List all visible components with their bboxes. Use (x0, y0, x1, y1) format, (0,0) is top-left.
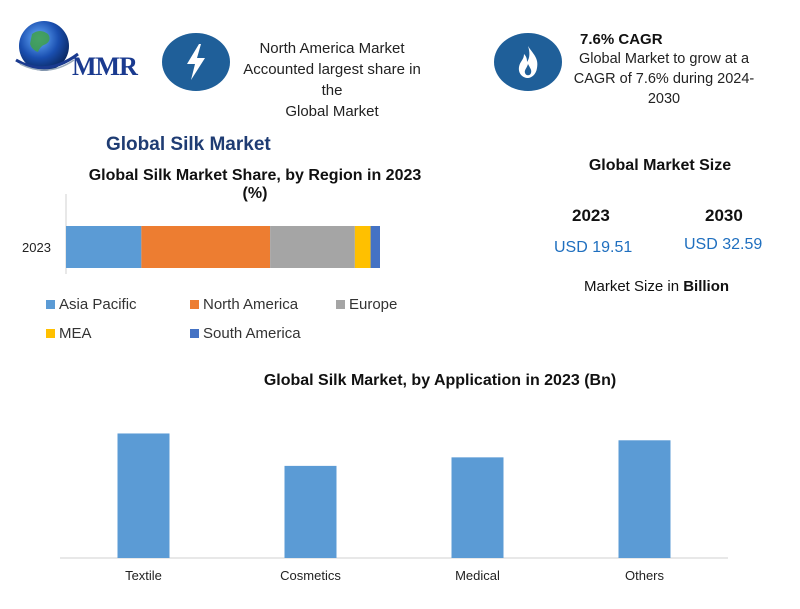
region-share-chart: 2023 (22, 194, 380, 274)
region-chart-title: Global Silk Market Share, by Region in 2… (60, 167, 450, 203)
legend-label: Asia Pacific (59, 296, 137, 313)
legend-swatch (190, 329, 199, 338)
legend-label: Europe (349, 296, 398, 313)
highlight2-line2: CAGR of 7.6% during 2024- (573, 71, 755, 87)
globe-icon (15, 21, 79, 71)
lightning-icon (162, 33, 230, 91)
region-segment-asia-pacific (66, 226, 142, 268)
legend-item-south-america: South America (190, 325, 301, 342)
legend-item-europe: Europe (336, 296, 397, 313)
market-size-year-2030: 2030 (705, 206, 743, 225)
application-tick-label-textile: Textile (125, 568, 162, 583)
legend-item-mea: MEA (46, 325, 92, 342)
market-size-caption-unit: Billion (683, 278, 730, 295)
market-size-title: Global Market Size (588, 157, 732, 174)
legend-swatch (336, 300, 345, 309)
market-size-value-2030: USD 32.59 (684, 236, 763, 253)
highlight2-line3: 2030 (647, 91, 681, 107)
legend-label: South America (203, 325, 301, 342)
application-bar-chart: Textile Cosmetics Medical Others (60, 433, 728, 583)
highlight-cagr: Global Market to grow at a CAGR of 7.6% … (566, 49, 762, 109)
highlight1-line2: Accounted largest share in the (243, 61, 421, 99)
legend-label: North America (203, 296, 299, 313)
legend-label: MEA (59, 325, 92, 342)
highlight2-line1: Global Market to grow at a (578, 51, 750, 67)
highlight-north-america: North America Market Accounted largest s… (232, 38, 432, 122)
legend-item-north-america: North America (190, 296, 298, 313)
region-segment-south-america (370, 226, 380, 268)
region-chart-title-line1: Global Silk Market Share, by Region in 2… (88, 167, 422, 184)
flame-icon (494, 33, 562, 91)
region-segment-mea (354, 226, 371, 268)
application-tick-label-others: Others (625, 568, 665, 583)
application-chart-title: Global Silk Market, by Application in 20… (263, 372, 617, 389)
region-category-label: 2023 (22, 240, 51, 255)
highlight1-line1: North America Market (259, 40, 405, 57)
application-bar-others (618, 440, 671, 558)
legend-item-asia-pacific: Asia Pacific (46, 296, 137, 313)
region-segment-europe (270, 226, 355, 268)
legend-swatch (190, 300, 199, 309)
market-size-caption: Market Size in Billion (584, 278, 729, 295)
region-chart-title-line2: (%) (242, 185, 268, 202)
region-legend: Asia Pacific North America Europe MEA So… (46, 296, 466, 356)
highlight1-line3: Global Market (285, 103, 379, 120)
legend-swatch (46, 300, 55, 309)
application-bar-cosmetics (284, 465, 337, 558)
application-tick-label-cosmetics: Cosmetics (280, 568, 341, 583)
region-segment-north-america (141, 226, 271, 268)
market-size-caption-prefix: Market Size in (584, 278, 684, 295)
legend-swatch (46, 329, 55, 338)
cagr-title: 7.6% CAGR (580, 31, 663, 48)
section-title: Global Silk Market (106, 134, 271, 155)
market-size-value-2023: USD 19.51 (554, 239, 633, 256)
logo-text: MMR (72, 52, 138, 81)
application-tick-label-medical: Medical (455, 568, 500, 583)
application-bar-medical (451, 457, 504, 558)
market-size-year-2023: 2023 (572, 206, 610, 225)
application-bar-textile (117, 433, 170, 558)
mmr-logo: MMR (14, 14, 144, 84)
